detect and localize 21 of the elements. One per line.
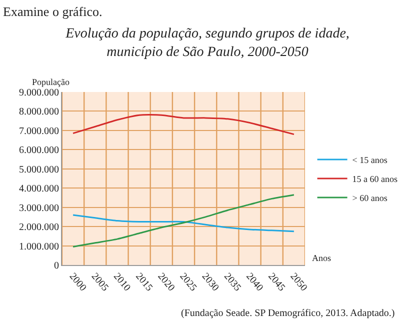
y-tick-label: 7.000.000 xyxy=(19,126,59,137)
text: Examine o gráfico. xyxy=(3,4,102,19)
y-tick-label: 2.000.000 xyxy=(19,222,59,234)
y-tick-label: 5.000.000 xyxy=(19,164,59,176)
x-axis-title: Anos xyxy=(312,253,332,263)
y-tick-label: 6.000.000 xyxy=(19,145,59,156)
y-tick-label: 3.000.000 xyxy=(19,202,59,214)
y-tick-label: 0 xyxy=(54,260,59,272)
y-tick-label: 8.000.000 xyxy=(19,106,59,118)
text: (Fundação Seade. SP Demográfico, 2013. Adaptado.) xyxy=(181,308,395,319)
line-series xyxy=(72,114,295,136)
legend-label: 15 a 60 anos xyxy=(352,174,398,184)
y-tick-label: 4.000.000 xyxy=(19,184,59,195)
line-series xyxy=(72,214,295,232)
chart-title: Evolução da população, segundo grupos de idade, município de São Paulo, 2000-2050 xyxy=(64,26,350,60)
legend-label: > 60 anos xyxy=(352,193,388,204)
line-series xyxy=(72,194,295,248)
y-tick-label: 9.000.000 xyxy=(19,88,59,98)
y-tick-label: 1.000.000 xyxy=(19,241,59,252)
legend-label: < 15 anos xyxy=(352,155,388,166)
y-axis-title: População xyxy=(32,77,70,87)
